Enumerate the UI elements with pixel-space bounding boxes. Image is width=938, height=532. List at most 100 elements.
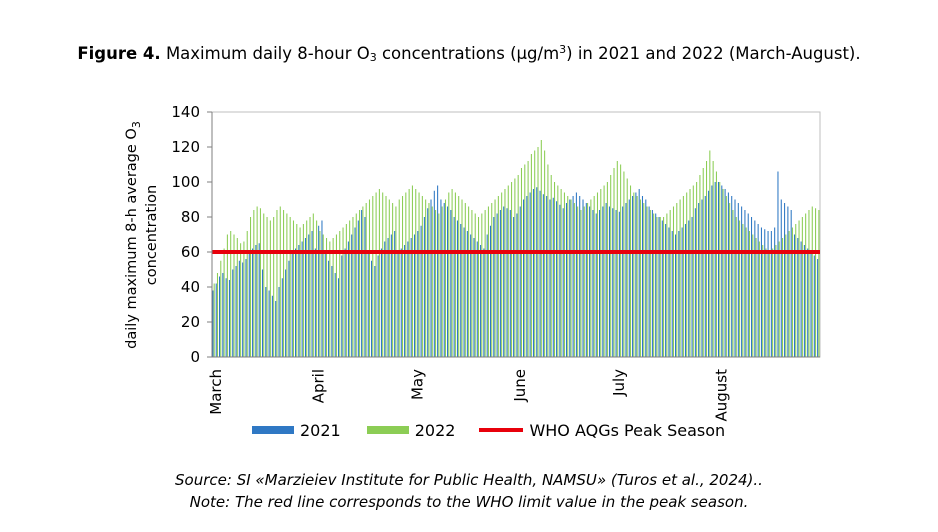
bar-2022-131 <box>646 206 648 357</box>
bar-2022-73 <box>454 192 456 357</box>
bar-2022-37 <box>335 234 337 357</box>
bar-2022-170 <box>775 245 777 357</box>
bar-2021-154 <box>721 185 723 357</box>
bar-2021-128 <box>635 192 637 357</box>
bar-2021-18 <box>271 295 273 357</box>
bar-2021-86 <box>496 213 498 357</box>
bar-2022-132 <box>649 210 651 357</box>
legend-item-2022: 2022 <box>366 420 456 440</box>
bar-2021-39 <box>341 255 343 357</box>
bar-2021-91 <box>513 217 515 357</box>
bar-2021-81 <box>480 245 482 357</box>
bar-2022-168 <box>768 252 770 357</box>
axes-group: 0 20 40 60 80 100 120 140 March April May June July A… <box>171 103 821 422</box>
bar-2021-56 <box>397 252 399 357</box>
bar-2021-70 <box>443 203 445 357</box>
bar-2021-29 <box>308 234 310 357</box>
bar-2022-63 <box>421 196 423 357</box>
bar-2022-128 <box>636 196 638 357</box>
y-tick-label-0: 0 <box>190 348 200 366</box>
bar-2021-179 <box>803 245 805 357</box>
bar-2022-121 <box>613 168 615 357</box>
bar-2022-105 <box>560 189 562 357</box>
bar-2021-4 <box>225 278 227 357</box>
bar-2021-7 <box>235 266 237 357</box>
bar-2022-6 <box>233 234 235 357</box>
bar-2022-164 <box>755 238 757 357</box>
bar-2021-177 <box>797 238 799 357</box>
bar-2021-5 <box>228 280 230 357</box>
bar-2021-115 <box>592 210 594 357</box>
bar-2022-25 <box>296 224 298 357</box>
bar-2021-152 <box>714 182 716 357</box>
bar-2021-27 <box>301 241 303 357</box>
bar-2022-95 <box>527 161 529 357</box>
bar-2022-8 <box>240 243 242 357</box>
bar-2022-13 <box>256 206 258 357</box>
bar-2022-3 <box>223 248 225 357</box>
bar-2021-42 <box>351 234 353 357</box>
bar-2022-72 <box>451 189 453 357</box>
bar-2021-136 <box>661 220 663 357</box>
bar-2022-0 <box>213 283 215 357</box>
bar-2022-162 <box>748 231 751 357</box>
bar-2021-133 <box>651 210 653 357</box>
bar-2021-35 <box>328 260 330 357</box>
bar-2021-130 <box>641 196 644 357</box>
bar-2021-102 <box>549 199 551 357</box>
bar-2022-117 <box>600 189 602 357</box>
bar-2022-174 <box>788 231 790 357</box>
bar-2021-55 <box>394 231 396 357</box>
bar-2021-175 <box>790 210 792 357</box>
bar-2022-135 <box>659 217 661 357</box>
bar-2022-71 <box>448 192 450 357</box>
bar-2021-169 <box>770 231 772 357</box>
bar-2021-2 <box>219 276 221 357</box>
bar-2021-20 <box>278 287 280 357</box>
figure-label: Figure 4. <box>77 44 161 63</box>
bar-2022-158 <box>735 217 737 357</box>
bar-2022-82 <box>484 210 486 357</box>
bar-2021-159 <box>737 203 739 357</box>
bar-2022-106 <box>563 192 565 357</box>
legend-item-who: WHO AQGs Peak Season <box>479 421 725 440</box>
bar-2021-67 <box>433 190 435 357</box>
legend-label-2022: 2022 <box>414 420 456 440</box>
bar-2021-83 <box>486 234 488 357</box>
bar-2022-61 <box>415 189 417 357</box>
source-text: Source: SI «Marzieiev Institute for Publ… <box>175 471 763 489</box>
bar-2021-72 <box>450 210 452 357</box>
bar-2021-108 <box>569 199 571 357</box>
bar-2022-99 <box>540 140 542 357</box>
y-tick-label-140: 140 <box>171 103 200 121</box>
bar-2022-21 <box>283 210 285 357</box>
bar-2021-181 <box>810 252 812 357</box>
bar-2021-106 <box>562 208 564 357</box>
bar-2021-125 <box>625 203 627 357</box>
bar-2022-103 <box>554 182 556 357</box>
bar-2021-62 <box>417 231 419 357</box>
bar-2021-89 <box>506 208 508 357</box>
note-text: Note: The red line corresponds to the WH… <box>189 493 749 511</box>
bar-2021-119 <box>605 203 607 357</box>
bar-2022-52 <box>385 196 387 357</box>
bar-2021-80 <box>476 241 478 357</box>
legend-label-2021: 2021 <box>300 420 341 440</box>
bar-2022-49 <box>375 192 377 357</box>
bar-2022-123 <box>620 164 622 357</box>
bar-2022-89 <box>507 185 509 357</box>
bar-2022-24 <box>292 220 295 357</box>
bar-2022-70 <box>444 199 447 357</box>
bar-2022-161 <box>745 227 747 357</box>
bar-2022-172 <box>782 238 784 357</box>
legend-label-who: WHO AQGs Peak Season <box>529 420 726 440</box>
bar-2021-163 <box>751 217 753 357</box>
bar-2021-19 <box>275 301 277 357</box>
bar-2022-109 <box>573 203 575 357</box>
bar-2021-31 <box>314 248 316 357</box>
bar-2021-63 <box>420 225 422 357</box>
bar-2022-86 <box>497 196 499 357</box>
bar-2022-57 <box>402 196 404 357</box>
bar-2021-8 <box>238 260 240 357</box>
